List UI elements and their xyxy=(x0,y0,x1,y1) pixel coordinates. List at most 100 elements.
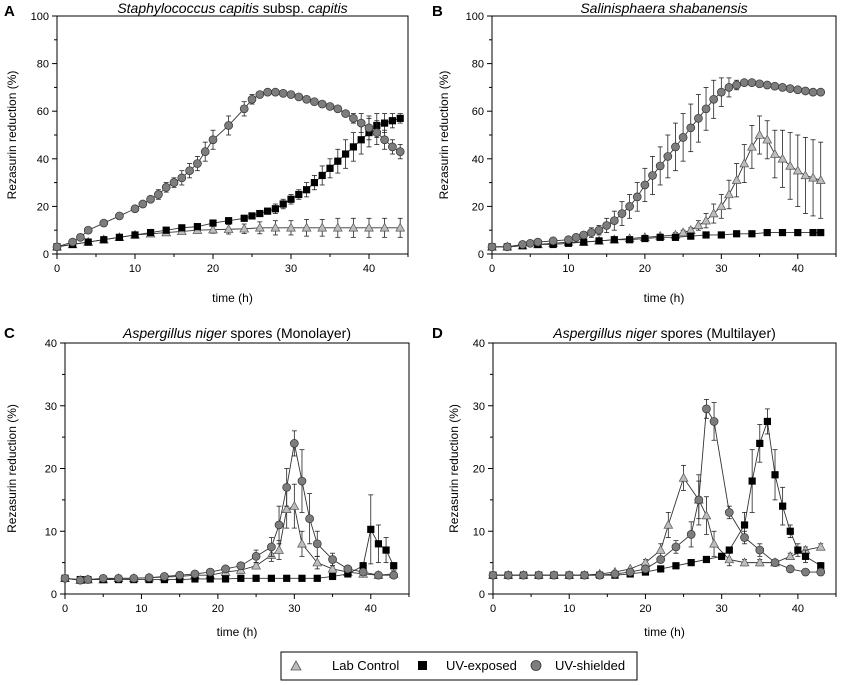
y-tick-label: 0 xyxy=(478,249,484,261)
data-point xyxy=(200,147,210,157)
legend-marker-square xyxy=(418,661,427,670)
data-point xyxy=(225,217,233,225)
data-point xyxy=(701,104,711,114)
data-point xyxy=(663,152,673,161)
data-point xyxy=(287,195,295,203)
data-point xyxy=(678,227,689,237)
data-point xyxy=(702,404,711,414)
data-point xyxy=(632,192,642,202)
data-point xyxy=(595,237,603,245)
data-point xyxy=(282,482,292,492)
data-point xyxy=(678,133,688,142)
data-point xyxy=(641,564,650,574)
data-point xyxy=(298,574,306,582)
x-tick-label: 40 xyxy=(792,603,804,615)
data-point xyxy=(390,562,398,570)
data-point xyxy=(328,572,337,581)
x-tick-label: 10 xyxy=(563,603,575,615)
data-point xyxy=(236,561,246,571)
series-line xyxy=(493,407,821,576)
data-point xyxy=(657,565,665,573)
data-point xyxy=(177,173,187,183)
data-point xyxy=(169,178,179,187)
y-tick-label: 40 xyxy=(472,154,484,166)
data-point xyxy=(312,557,323,567)
data-point xyxy=(364,123,374,133)
data-point xyxy=(305,514,314,524)
data-point xyxy=(640,180,650,190)
data-point xyxy=(240,214,248,222)
data-point xyxy=(686,530,696,539)
data-point xyxy=(779,502,787,510)
data-point xyxy=(154,190,163,199)
data-point xyxy=(374,540,383,548)
data-point xyxy=(717,231,725,239)
y-axis-label: Rezasurin reduction (%) xyxy=(447,404,461,533)
data-point xyxy=(75,575,85,585)
x-tick-label: 40 xyxy=(363,263,375,275)
data-point xyxy=(770,558,780,567)
data-point xyxy=(617,209,627,218)
data-point xyxy=(129,573,139,583)
data-point xyxy=(549,570,559,580)
data-point xyxy=(686,123,696,133)
data-point xyxy=(739,557,750,567)
data-point xyxy=(610,569,620,579)
legend-item-uv-exposed: UV-exposed xyxy=(418,658,517,673)
data-point xyxy=(317,222,328,232)
data-point xyxy=(130,204,140,214)
data-point xyxy=(348,222,359,232)
data-point xyxy=(76,232,85,242)
data-point xyxy=(748,230,756,238)
data-point xyxy=(786,527,794,535)
data-point xyxy=(374,570,383,580)
data-point xyxy=(739,158,750,168)
data-point xyxy=(701,510,712,520)
data-point xyxy=(297,476,307,486)
y-tick-label: 20 xyxy=(473,464,485,476)
x-tick-label: 20 xyxy=(212,603,224,615)
panel-title: Salinisphaera shabanensis xyxy=(580,0,747,16)
data-point xyxy=(755,545,765,555)
panel-title-part: spores (Monolayer) xyxy=(227,325,352,341)
data-point xyxy=(388,117,396,125)
data-point xyxy=(794,546,802,554)
data-point xyxy=(264,207,272,215)
y-tick-label: 10 xyxy=(473,526,485,538)
data-point xyxy=(571,232,581,242)
panel-title: Aspergillus niger spores (Multilayer) xyxy=(552,325,776,341)
data-point xyxy=(778,83,787,92)
data-point xyxy=(716,87,726,97)
data-point xyxy=(60,573,70,583)
series-uv-shielded xyxy=(52,87,405,252)
data-point xyxy=(816,567,826,577)
data-point xyxy=(701,215,711,225)
data-point xyxy=(208,224,218,234)
data-point xyxy=(147,228,155,237)
data-point xyxy=(267,542,276,552)
data-point xyxy=(655,544,666,554)
data-point xyxy=(740,521,749,529)
data-point xyxy=(303,186,311,194)
y-tick-label: 20 xyxy=(472,201,484,213)
panel-b: B Salinisphaera shabanensis 0 10 20 30 40 0 20 40… xyxy=(432,0,837,305)
data-point xyxy=(794,228,802,237)
data-point xyxy=(209,219,217,227)
data-point xyxy=(255,90,265,99)
data-point xyxy=(367,525,375,533)
data-point xyxy=(708,208,719,218)
panel-a: A Staphylococcus capitis subsp. capitis 0 1… xyxy=(4,0,409,305)
data-point xyxy=(580,570,589,580)
data-point xyxy=(185,166,194,176)
data-point xyxy=(754,129,765,139)
data-point xyxy=(655,161,665,171)
data-point xyxy=(99,218,109,228)
data-point xyxy=(178,224,186,232)
data-point xyxy=(808,172,818,182)
data-point xyxy=(221,575,230,583)
data-point xyxy=(518,240,527,249)
y-tick-label: 0 xyxy=(479,589,485,601)
data-point xyxy=(671,542,681,552)
data-point xyxy=(223,224,234,233)
data-point xyxy=(626,236,634,244)
